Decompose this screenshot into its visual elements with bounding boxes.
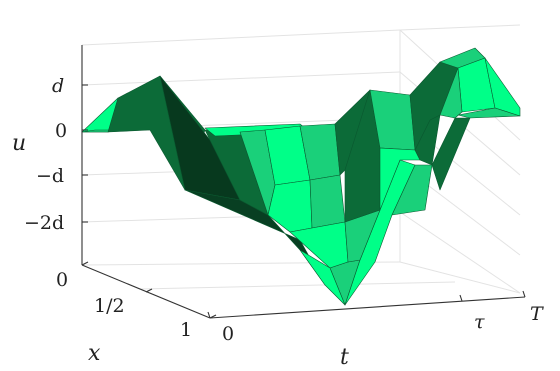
x-tick-half: 1/2 [94,295,125,317]
surface [81,47,521,306]
u-tick-0: 0 [55,120,67,142]
t-tick-tau: τ [474,311,485,333]
surface-face [431,117,471,191]
surface-face [379,147,421,211]
u-tick-labels: d 0 −d −2d [24,75,67,234]
u-axis-label: u [12,131,26,156]
surface-face [309,174,346,229]
t-tick-labels: 0 τ T [222,303,544,345]
x-tick-labels: 0 1/2 1 [56,269,192,341]
x-axis-label: x [88,341,101,366]
t-axis-label: t [340,345,349,370]
surface-face [391,164,433,216]
t-tick-0: 0 [222,323,234,345]
u-tick-minus-d: −d [36,165,64,187]
axes [81,45,526,319]
u-tick-d: d [52,75,64,97]
x-tick-1: 1 [180,319,192,341]
surface-face [439,67,463,119]
u-tick-minus-2d: −2d [24,212,64,234]
t-tick-T: T [530,303,544,325]
surface-face [457,107,521,119]
x-tick-0: 0 [56,269,68,291]
